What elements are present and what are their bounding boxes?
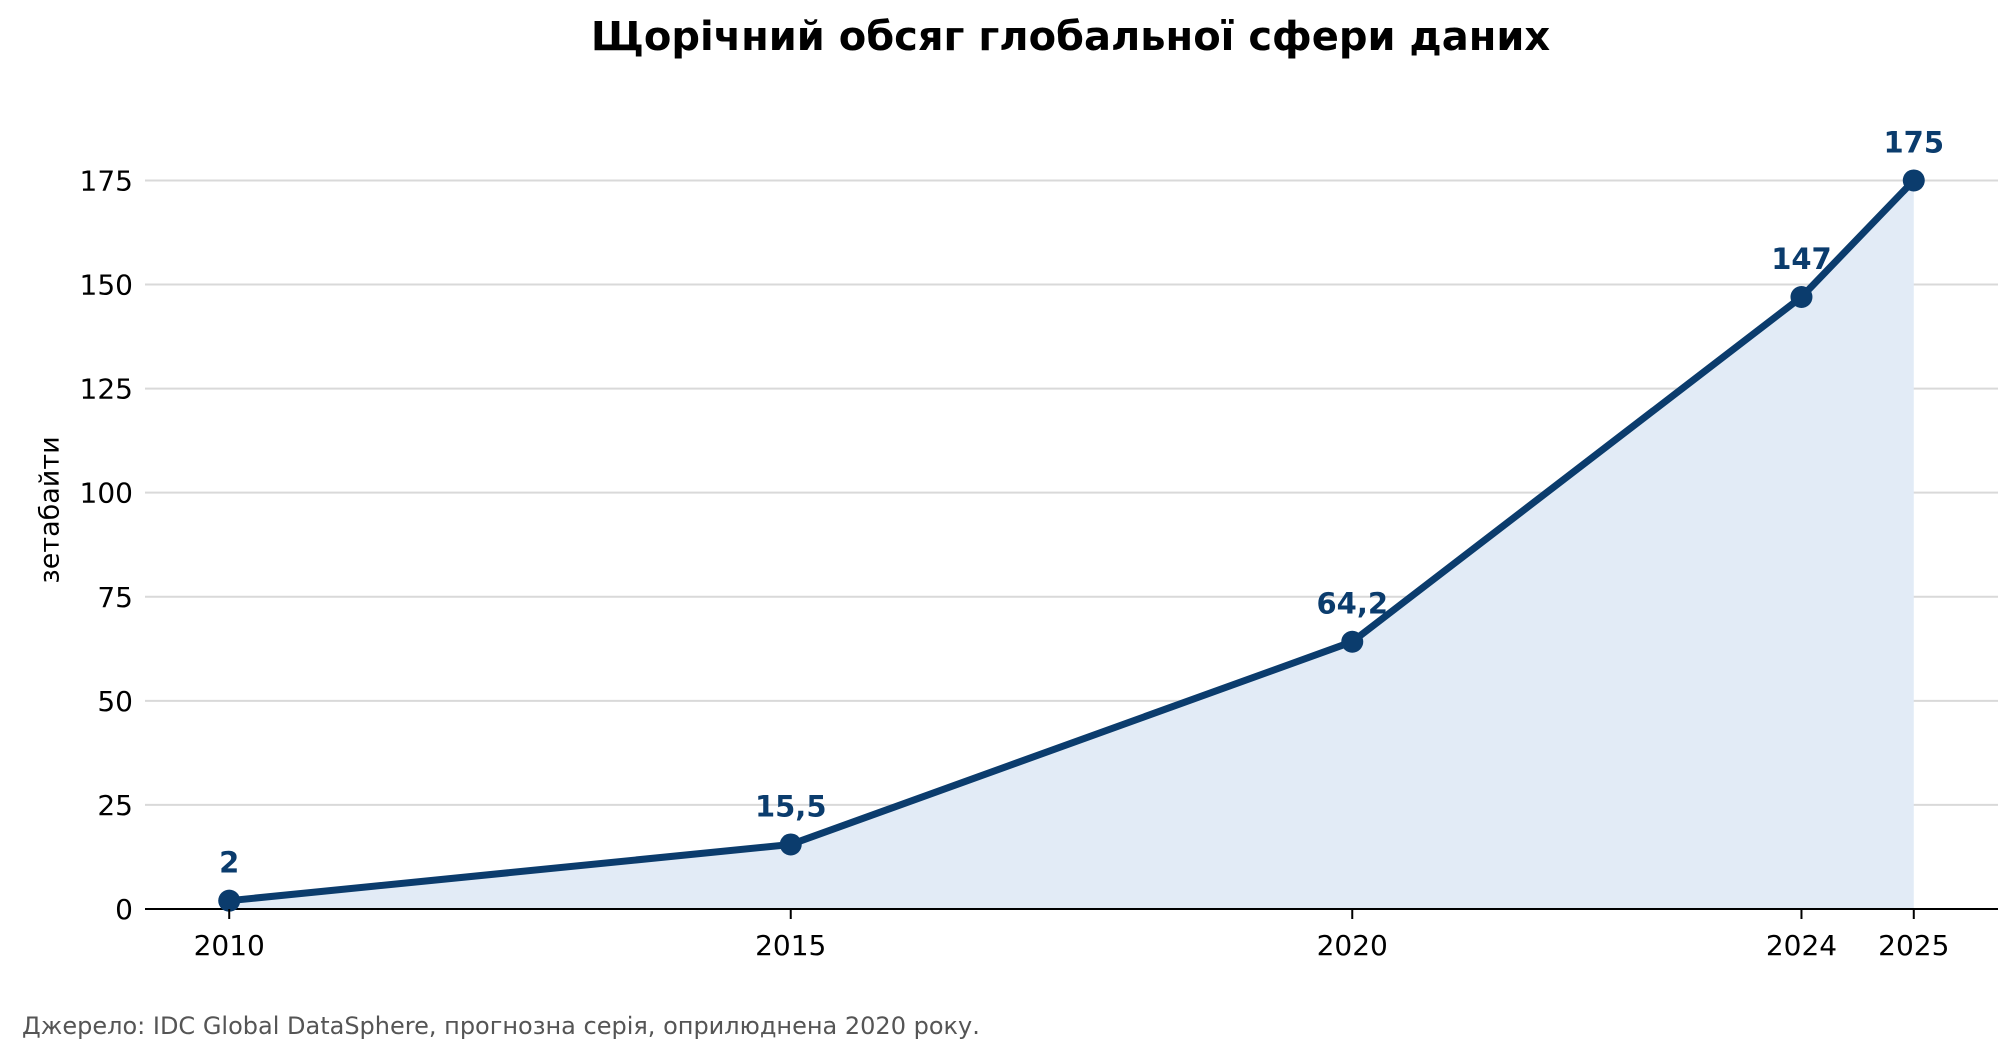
y-tick-label: 150 [80,269,133,302]
x-tick-label: 2010 [194,929,265,962]
data-point [1341,630,1364,653]
data-label: 147 [1771,242,1832,276]
x-tick-label: 2025 [1878,929,1949,962]
data-label: 175 [1883,125,1944,159]
y-tick-label: 100 [80,477,133,510]
data-point [1902,169,1925,192]
data-label: 15,5 [755,789,827,823]
y-tick-label: 50 [97,685,133,718]
y-tick-label: 75 [97,581,133,614]
area-fill [229,180,1914,909]
data-label: 64,2 [1316,587,1388,621]
x-tick-label: 2024 [1766,929,1837,962]
chart-title: Щорічний обсяг глобальної сфери даних [590,14,1551,60]
data-label: 2 [219,846,239,880]
y-tick-label: 175 [80,164,133,197]
grid-lines [145,179,1998,806]
data-point [218,889,241,912]
y-axis-label: зетабайти [34,436,66,584]
data-point [1790,286,1813,309]
x-tick-label: 2015 [755,929,826,962]
data-point [779,833,802,856]
x-tick-label: 2020 [1317,929,1388,962]
y-tick-label: 0 [115,893,133,926]
y-tick-labels: 0 25 50 75 100 125 150 175 [80,164,133,926]
data-labels: 2 15,5 64,2 147 175 [219,125,1944,879]
y-tick-label: 25 [97,789,133,822]
y-tick-label: 125 [80,373,133,406]
source-note: Джерело: IDC Global DataSphere, прогнозн… [22,1012,980,1040]
x-tick-labels: 2010 2015 2020 2024 2025 [194,909,1949,962]
data-points [218,169,1925,912]
